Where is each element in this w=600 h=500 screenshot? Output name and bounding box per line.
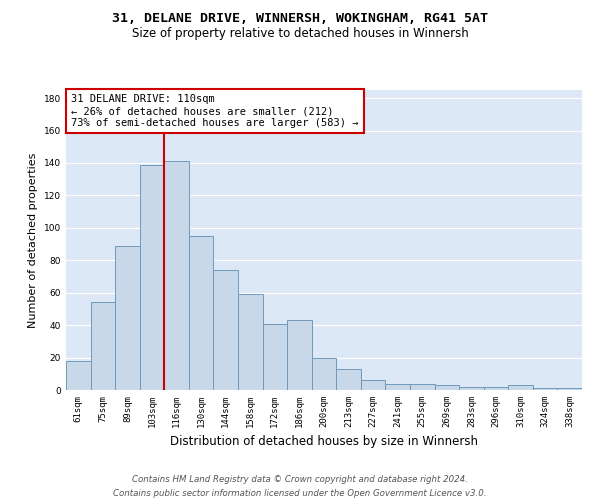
- Bar: [484, 387, 508, 390]
- Bar: [115, 246, 140, 390]
- Bar: [189, 236, 214, 390]
- X-axis label: Distribution of detached houses by size in Winnersh: Distribution of detached houses by size …: [170, 436, 478, 448]
- Bar: [459, 387, 484, 390]
- Bar: [287, 320, 312, 390]
- Bar: [557, 388, 582, 390]
- Y-axis label: Number of detached properties: Number of detached properties: [28, 152, 38, 328]
- Text: Contains HM Land Registry data © Crown copyright and database right 2024.
Contai: Contains HM Land Registry data © Crown c…: [113, 476, 487, 498]
- Bar: [91, 302, 115, 390]
- Bar: [66, 361, 91, 390]
- Bar: [508, 385, 533, 390]
- Text: 31 DELANE DRIVE: 110sqm
← 26% of detached houses are smaller (212)
73% of semi-d: 31 DELANE DRIVE: 110sqm ← 26% of detache…: [71, 94, 359, 128]
- Bar: [263, 324, 287, 390]
- Bar: [140, 164, 164, 390]
- Bar: [533, 388, 557, 390]
- Bar: [361, 380, 385, 390]
- Bar: [385, 384, 410, 390]
- Bar: [434, 385, 459, 390]
- Bar: [336, 369, 361, 390]
- Text: Size of property relative to detached houses in Winnersh: Size of property relative to detached ho…: [131, 28, 469, 40]
- Text: 31, DELANE DRIVE, WINNERSH, WOKINGHAM, RG41 5AT: 31, DELANE DRIVE, WINNERSH, WOKINGHAM, R…: [112, 12, 488, 26]
- Bar: [238, 294, 263, 390]
- Bar: [312, 358, 336, 390]
- Bar: [164, 162, 189, 390]
- Bar: [410, 384, 434, 390]
- Bar: [214, 270, 238, 390]
